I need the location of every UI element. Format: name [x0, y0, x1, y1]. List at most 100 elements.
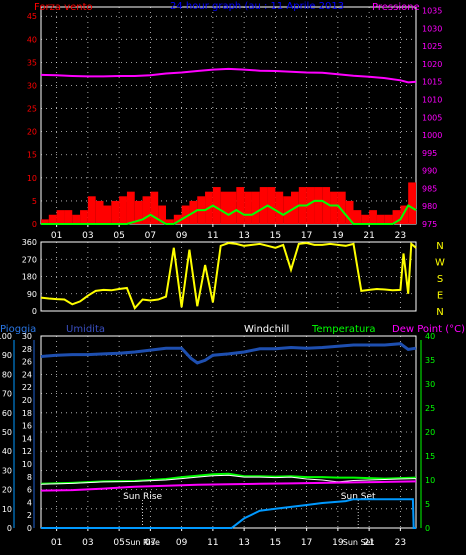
gust-bar — [166, 219, 174, 224]
gust-bar — [244, 191, 252, 224]
gust-bar — [48, 214, 57, 224]
x-tick-label: 21 — [363, 231, 374, 241]
right-axis-tick-label: 1020 — [422, 60, 442, 69]
x-tick-label: 13 — [238, 538, 249, 548]
windchill-line — [40, 474, 417, 485]
gust-bar — [150, 191, 159, 224]
x-tick-label: 19 — [332, 538, 344, 548]
humidity-tick-label: 16 — [22, 422, 32, 431]
left-axis-tick-label: 25 — [27, 105, 37, 114]
gust-bar — [41, 219, 49, 224]
gust-bar — [392, 210, 401, 224]
right-axis-tick-label: 1000 — [422, 131, 442, 140]
legend-label: Temperatura — [311, 324, 376, 335]
x-tick-label: 05 — [113, 231, 124, 241]
x-tick-label: 23 — [395, 231, 406, 241]
x-tick-label: 05 — [113, 538, 124, 548]
x-tick-label: 07 — [145, 231, 156, 241]
x-tick-label: 21 — [363, 538, 374, 548]
temperature-tick-label: 15 — [425, 452, 435, 461]
gust-bar — [228, 191, 237, 224]
x-tick-label: 11 — [207, 538, 218, 548]
legend-label: Windchill — [244, 324, 289, 335]
direction-tick-label: 360 — [22, 238, 37, 247]
rain-tick-label: 40 — [2, 447, 12, 456]
rain-tick-label: 80 — [2, 370, 12, 379]
gust-bar — [353, 210, 362, 224]
compass-label: N — [436, 241, 443, 252]
gust-bar — [251, 191, 260, 224]
right-axis-tick-label: 975 — [422, 220, 437, 229]
x-tick-label: 15 — [270, 231, 281, 241]
temperature-tick-label: 25 — [425, 404, 435, 413]
gust-bar — [384, 214, 393, 224]
gust-bar — [173, 214, 182, 224]
gust-bar — [267, 187, 276, 224]
x-tick-label: 23 — [395, 538, 406, 548]
gust-bar — [64, 210, 73, 224]
gust-bars — [41, 182, 416, 224]
wind-panel-frame — [40, 6, 417, 225]
gust-bar — [181, 205, 190, 224]
sun-rise-axis-label: Sun Rise — [125, 538, 160, 547]
legend-label: Pioggia — [0, 324, 36, 335]
gust-bar — [103, 205, 112, 224]
gust-bar — [376, 214, 385, 224]
gust-bar — [95, 200, 104, 224]
humidity-tick-label: 28 — [22, 345, 32, 354]
gust-bar — [408, 182, 416, 224]
direction-tick-label: 180 — [22, 273, 37, 282]
temperature-tick-label: 10 — [425, 476, 435, 485]
x-tick-label: 01 — [51, 231, 62, 241]
wind-speed-line — [41, 199, 417, 225]
left-axis-title: Forza vento — [34, 2, 93, 13]
x-tick-label: 17 — [301, 538, 312, 548]
x-tick-label: 11 — [207, 231, 218, 241]
temperature-tick-label: 20 — [425, 428, 435, 437]
gust-bar — [330, 191, 338, 224]
temperature-tick-label: 0 — [425, 524, 430, 533]
right-axis-tick-label: 1005 — [422, 113, 442, 122]
gust-bar — [72, 214, 81, 224]
rain-tick-label: 20 — [2, 486, 12, 495]
humidity-tick-label: 20 — [22, 396, 32, 405]
humidity-tick-label: 2 — [27, 511, 32, 520]
humidity-tick-label: 30 — [22, 332, 32, 341]
sun-set-axis-label: Sun Set — [343, 538, 374, 547]
rain-tick-label: 100 — [0, 332, 12, 341]
humidity-tick-label: 6 — [27, 486, 32, 495]
humidity-tick-label: 18 — [22, 409, 32, 418]
x-tick-label: 03 — [82, 231, 93, 241]
right-axis-tick-label: 1015 — [422, 78, 442, 87]
humidity-tick-label: 4 — [27, 498, 32, 507]
gust-bar — [361, 214, 370, 224]
temperature-tick-label: 5 — [425, 500, 430, 509]
right-axis-title: Pressione — [372, 2, 420, 13]
right-axis-tick-label: 995 — [422, 149, 437, 158]
gust-bar — [142, 196, 151, 224]
chart-title: 24 hour graph (au : 11 Aprile 2013 — [170, 1, 344, 12]
humidity-tick-label: 0 — [27, 524, 32, 533]
gust-bar — [345, 200, 354, 224]
sun-set-label: Sun Set — [341, 492, 376, 502]
right-axis-tick-label: 990 — [422, 167, 437, 176]
gust-bar — [158, 205, 166, 224]
humidity-line — [40, 342, 417, 365]
humidity-tick-label: 14 — [22, 434, 32, 443]
rain-tick-label: 10 — [2, 505, 12, 514]
sun-rise-label: Sun Rise — [123, 492, 162, 502]
gust-bar — [126, 191, 135, 224]
left-axis-tick-label: 40 — [27, 35, 37, 44]
humidity-tick-label: 12 — [22, 447, 32, 456]
x-tick-label: 13 — [238, 231, 249, 241]
direction-tick-label: 0 — [32, 307, 37, 316]
compass-label: E — [437, 291, 443, 302]
gust-bar — [80, 210, 88, 224]
humidity-tick-label: 8 — [27, 473, 32, 482]
temperature-tick-label: 30 — [425, 380, 435, 389]
temperature-tick-label: 40 — [425, 332, 435, 341]
left-axis-tick-label: 5 — [32, 197, 37, 206]
temperature-line — [40, 472, 417, 485]
right-axis-tick-label: 1025 — [422, 42, 442, 51]
